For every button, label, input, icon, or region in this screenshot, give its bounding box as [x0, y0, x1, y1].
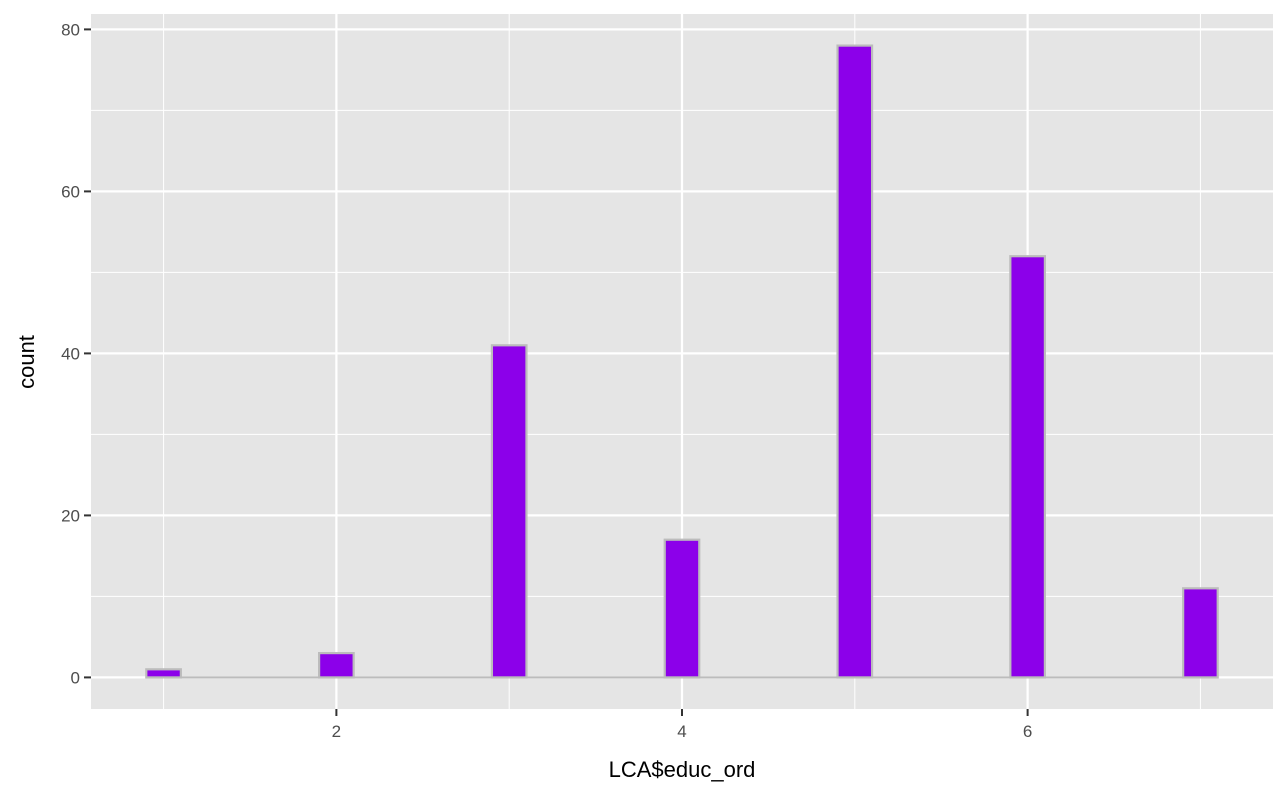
bar [318, 652, 355, 679]
x-axis-title: LCA$educ_ord [609, 757, 756, 782]
y-tick-label: 40 [61, 344, 80, 363]
x-tick-label: 2 [332, 722, 341, 741]
bar [1009, 255, 1046, 679]
y-tick-label: 60 [61, 182, 80, 201]
y-tick-label: 80 [61, 20, 80, 39]
y-tick-label: 0 [71, 668, 80, 687]
x-axis: 2 4 6 [332, 709, 1032, 741]
bar [490, 344, 528, 679]
x-tick-label: 6 [1023, 722, 1032, 741]
bar [663, 538, 701, 679]
y-tick-label: 20 [61, 506, 80, 525]
bar [145, 668, 182, 679]
bars [145, 44, 1219, 679]
bar [836, 44, 874, 679]
y-axis-title: count [14, 335, 39, 389]
bar [1182, 587, 1219, 679]
y-axis: 0 20 40 60 80 [61, 20, 91, 687]
x-tick-label: 4 [677, 722, 686, 741]
